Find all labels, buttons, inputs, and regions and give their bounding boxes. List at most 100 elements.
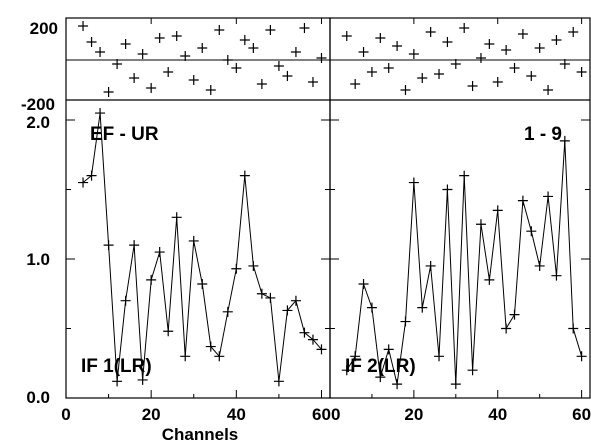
amplitude-point [282,305,293,316]
panel-frame-2 [329,17,591,399]
amplitude-point [316,344,327,355]
amplitude-point [526,226,537,237]
amplitude-point [180,351,191,362]
amplitude-point [425,260,436,271]
amplitude-point [484,274,495,285]
amplitude-point [120,295,131,306]
phase-point [146,83,157,93]
phase-point [248,43,259,53]
phase-point [467,81,478,91]
phase-point [543,85,554,95]
phase-point [316,53,327,63]
amplitude-point [265,292,276,303]
phase-point [137,49,148,59]
amplitude-point [375,372,386,383]
amplitude-point [459,170,470,181]
amplitude-point [290,295,301,306]
phase-point [568,27,579,37]
amplitude-point [154,247,165,258]
x-tick-label: 20 [142,405,161,424]
amplitude-point [222,306,233,317]
phase-point [492,77,503,87]
y-tick-label: 2.0 [26,113,50,132]
x-tick-label: 60 [312,405,331,424]
phase-point [265,25,276,35]
x-tick-label: 40 [227,405,246,424]
phase-point [534,43,545,53]
y-tick-label: 1.0 [26,250,50,269]
phase-point [434,69,445,79]
amplitude-point [559,135,570,146]
phase-point [417,73,428,83]
phase-point [392,41,403,51]
amplitude-point [475,219,486,230]
amplitude-point [188,235,199,246]
phase-point [341,31,352,41]
phase-point [366,67,377,77]
amplitude-point [163,326,174,337]
phase-point [273,61,284,71]
amplitude-point [95,108,106,119]
phase-point [86,37,97,47]
phase-point [299,23,310,33]
amplitude-point [307,334,318,345]
amplitude-point [78,177,89,188]
phase-point [450,59,461,69]
phase-point [501,45,512,55]
amplitude-point [358,279,369,290]
phase-point [442,37,453,47]
x-tick-label: 0 [331,405,340,424]
amplitude-point [299,327,310,338]
x-axis-title: Channels [162,425,239,442]
phase-point [205,85,216,95]
phase-point [307,77,318,87]
phase-point [551,35,562,45]
amplitude-point [137,374,148,385]
x-tick-label: 20 [404,405,423,424]
amplitude-point [551,270,562,281]
phase-point [188,75,199,85]
phase-point [214,25,225,35]
amplitude-point [501,323,512,334]
phase-point [408,49,419,59]
phase-point [559,59,570,69]
phase-point [231,63,242,73]
amplitude-point [392,379,403,390]
panel-frame-1 [65,17,331,399]
phase-point [103,87,114,97]
y-tick-label: 0.0 [26,388,50,407]
amplitude-point [86,170,97,181]
phase-point [290,47,301,57]
phase-point [350,79,361,89]
amplitude-point [534,260,545,271]
phase-point [576,67,587,77]
phase-point [222,55,233,65]
phase-point [475,53,486,63]
phase-point [358,47,369,57]
amplitude-point [239,170,250,181]
amplitude-point [400,316,411,327]
amplitude-point [450,379,461,390]
phase-point [239,35,250,45]
amplitude-point [417,302,428,313]
amplitude-point [146,274,157,285]
if-label-2: IF 2(LR) [345,356,416,377]
amplitude-point [171,212,182,223]
phase-point [383,63,394,73]
phase-point [256,79,267,89]
phase-point [78,21,89,31]
phase-point [120,39,131,49]
amplitude-point [214,351,225,362]
phase-point [459,23,470,33]
amplitude-point [112,376,123,387]
amplitude-point [434,351,445,362]
phase-tick-label: -200 [21,95,55,114]
amplitude-point [442,184,453,195]
amplitude-point [248,260,259,271]
phase-point [517,29,528,39]
amplitude-point [568,323,579,334]
amplitude-point [231,263,242,274]
phase-point [112,59,123,69]
amplitude-point [517,195,528,206]
